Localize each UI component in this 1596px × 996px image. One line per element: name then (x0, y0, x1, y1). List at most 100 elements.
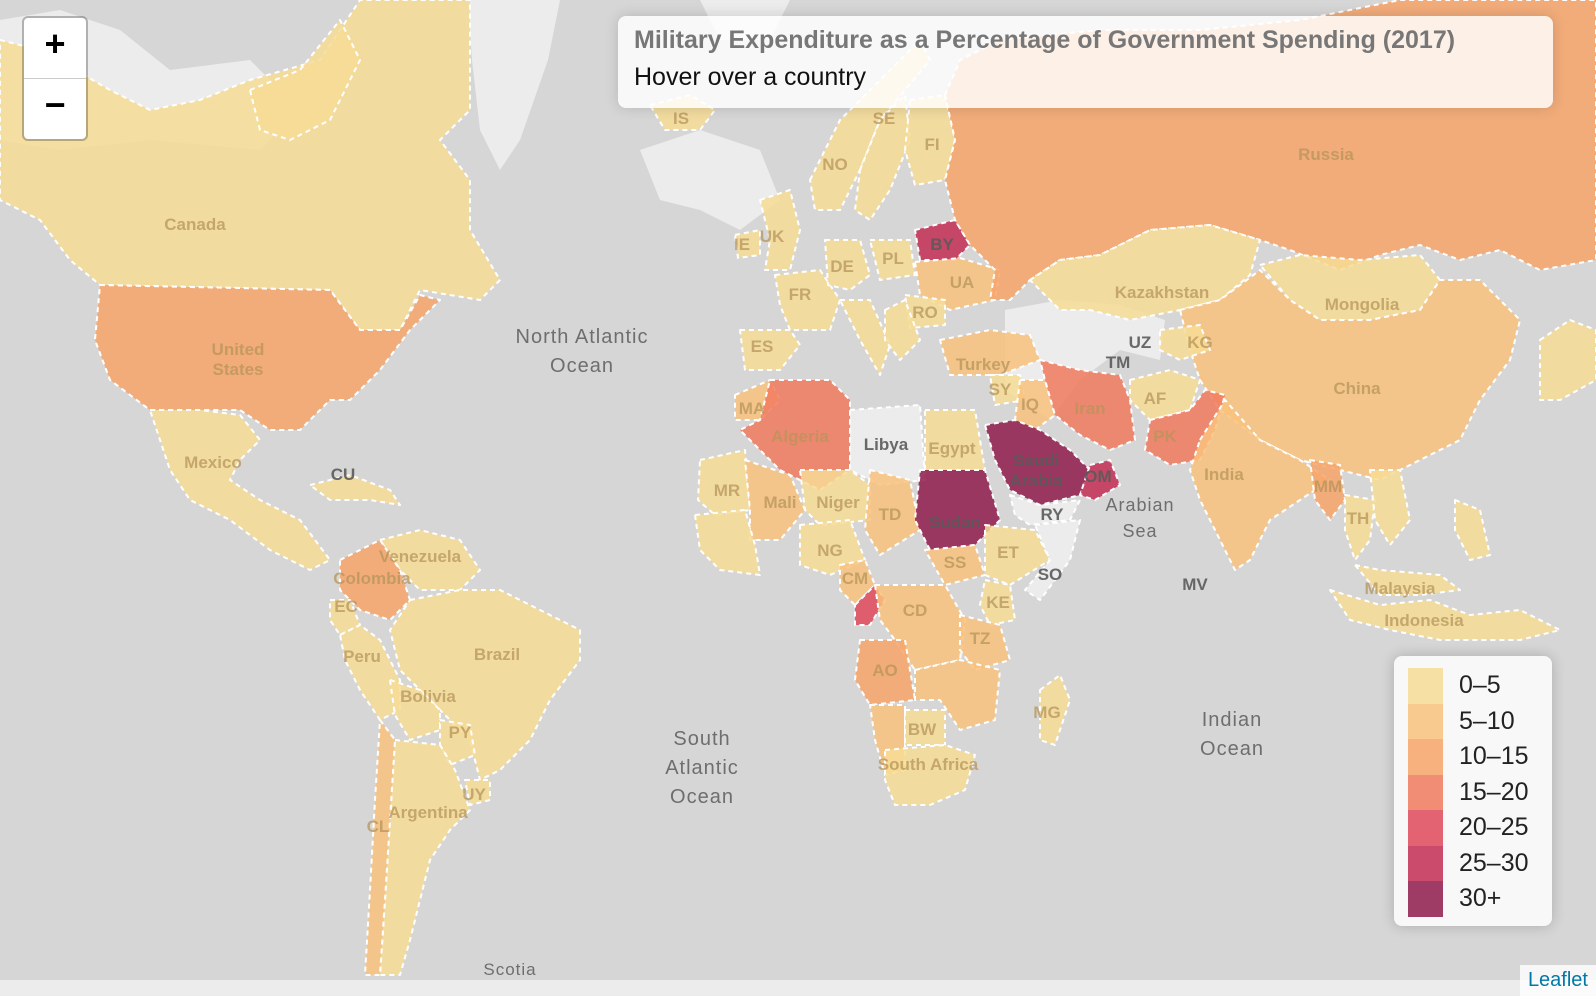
country-balkans[interactable] (884, 299, 921, 361)
legend-item: 20–25 (1408, 810, 1538, 846)
country-chile[interactable] (364, 719, 396, 976)
country-label: Venezuela (379, 547, 462, 566)
country-label: NG (817, 541, 843, 560)
ocean-label: South Atlantic Ocean (665, 728, 739, 808)
country-south-africa[interactable] (884, 744, 976, 806)
country-label: FR (789, 285, 812, 304)
attribution: Leaflet (1519, 965, 1596, 996)
legend-swatch (1408, 703, 1443, 739)
country-west-africa[interactable] (694, 509, 761, 576)
legend-item: 30+ (1408, 881, 1538, 917)
country-italy[interactable] (839, 299, 891, 376)
country-label: Turkey (956, 355, 1011, 374)
legend-item: 5–10 (1408, 703, 1538, 739)
country-label: BW (908, 720, 937, 739)
legend-swatch (1408, 774, 1443, 810)
country-peru[interactable] (339, 624, 401, 721)
country-label: AO (872, 661, 898, 680)
country-label: MV (1182, 575, 1208, 594)
country-cuba[interactable] (309, 474, 401, 506)
country-label: DE (830, 257, 854, 276)
country-madagascar[interactable] (1039, 674, 1071, 746)
country-zambia-mozambique[interactable] (914, 659, 1001, 731)
country-philippines[interactable] (1454, 499, 1491, 561)
country-finland[interactable] (904, 94, 956, 186)
legend-swatch (1408, 739, 1443, 775)
country-ireland[interactable] (734, 229, 761, 259)
country-japan[interactable] (1539, 319, 1596, 401)
country-mexico[interactable] (149, 409, 331, 571)
country-label: SS (944, 553, 967, 572)
country-iraq[interactable] (1014, 379, 1056, 431)
country-oman[interactable] (1079, 459, 1121, 501)
country-somalia[interactable] (1024, 519, 1081, 601)
country-myanmar[interactable] (1309, 459, 1346, 521)
country-chad[interactable] (864, 469, 921, 556)
country-label: MM (1314, 477, 1342, 496)
country-united-states[interactable] (94, 284, 441, 431)
country-india[interactable] (1189, 399, 1331, 571)
country-bolivia[interactable] (389, 679, 441, 741)
ocean-label: Scotia (483, 960, 536, 979)
legend-item: 25–30 (1408, 845, 1538, 881)
country-label: PL (882, 249, 904, 268)
country-label: Libya (864, 435, 909, 454)
country-label: Mali (763, 493, 796, 512)
country-label: Iran (1074, 399, 1105, 418)
country-ethiopia[interactable] (984, 524, 1051, 586)
country-iran[interactable] (1039, 359, 1136, 451)
country-yemen[interactable] (1009, 494, 1081, 526)
info-title: Military Expenditure as a Percentage of … (634, 26, 1456, 54)
country-china[interactable] (1179, 269, 1521, 481)
country-indonesia[interactable] (1329, 589, 1561, 641)
country-label: TH (1347, 509, 1370, 528)
country-algeria[interactable] (739, 379, 851, 491)
country-label: IS (673, 109, 689, 128)
country-venezuela[interactable] (379, 529, 481, 591)
country-paraguay[interactable] (439, 719, 476, 766)
country-germany[interactable] (824, 239, 871, 291)
country-mauritania[interactable] (697, 449, 751, 516)
country-angola[interactable] (854, 639, 916, 706)
country-mali[interactable] (744, 459, 806, 541)
country-canada[interactable] (0, 0, 501, 331)
country-uk[interactable] (759, 189, 801, 271)
country-label: FI (924, 135, 939, 154)
country-france[interactable] (774, 269, 841, 331)
zoom-in-button[interactable]: + (44, 26, 66, 67)
country-label: Brazil (474, 645, 520, 664)
country-tanzania[interactable] (959, 614, 1011, 671)
country-label: Niger (816, 493, 860, 512)
country-colombia[interactable] (339, 539, 411, 621)
country-libya[interactable] (849, 404, 926, 486)
leaflet-link[interactable]: Leaflet (1527, 969, 1588, 991)
country-sweden[interactable] (854, 94, 911, 221)
country-kyrgyzstan[interactable] (1159, 324, 1211, 361)
country-malaysia[interactable] (1354, 564, 1461, 596)
country-thailand[interactable] (1344, 494, 1376, 561)
country-kazakhstan[interactable] (1029, 224, 1261, 321)
country-brazil[interactable] (389, 589, 581, 781)
country-label: Algeria (771, 427, 829, 446)
country-label: MR (714, 481, 740, 500)
zoom-out-button[interactable]: − (24, 78, 86, 139)
country-label: RY (1041, 505, 1065, 524)
legend-label: 0–5 (1459, 671, 1501, 700)
country-label: KE (986, 593, 1010, 612)
legend-swatch (1408, 810, 1443, 846)
country-kenya[interactable] (979, 579, 1016, 626)
country-label: Colombia (333, 569, 411, 588)
country-uruguay[interactable] (464, 779, 491, 806)
country-sudan[interactable] (914, 469, 1001, 551)
country-poland[interactable] (869, 239, 916, 281)
country-canada-east[interactable] (249, 19, 361, 141)
country-spain[interactable] (739, 329, 801, 371)
country-label: BY (930, 235, 954, 254)
country-argentina[interactable] (379, 739, 471, 976)
country-label: CL (367, 817, 390, 836)
legend-swatch (1408, 881, 1443, 917)
country-belarus[interactable] (914, 219, 971, 261)
country-vietnam-laos[interactable] (1369, 469, 1411, 546)
